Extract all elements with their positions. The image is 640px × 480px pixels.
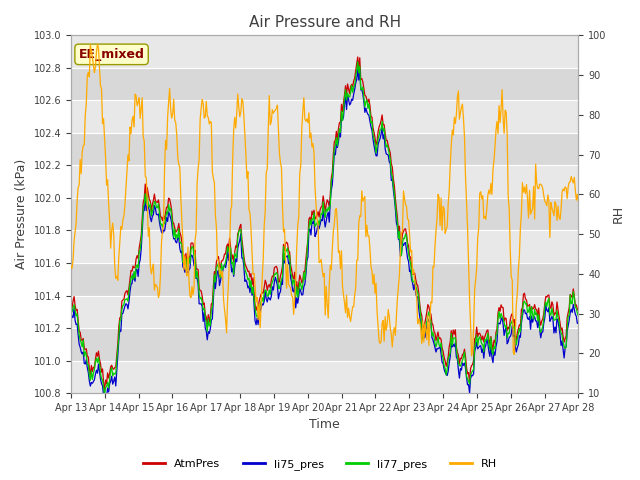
RH [342, 292, 350, 298]
RH [370, 271, 378, 277]
Bar [71, 36, 579, 68]
AtmPres [309, 212, 317, 217]
li77_pres [575, 313, 582, 319]
li75_pres [564, 323, 572, 328]
li77_pres [485, 341, 493, 347]
Y-axis label: Air Pressure (kPa): Air Pressure (kPa) [15, 159, 28, 269]
RH [575, 199, 582, 204]
li77_pres [342, 97, 350, 103]
Bar [71, 328, 579, 360]
AtmPres [67, 307, 75, 312]
li77_pres [312, 222, 320, 228]
Bar [71, 68, 579, 100]
li75_pres [100, 403, 108, 409]
AtmPres [575, 308, 582, 313]
AtmPres [354, 54, 362, 60]
li75_pres [312, 231, 320, 237]
Bar [71, 198, 579, 230]
Bar [71, 230, 579, 263]
Bar [71, 133, 579, 166]
AtmPres [564, 310, 572, 315]
AtmPres [312, 215, 320, 220]
RH [93, 42, 101, 48]
RH [485, 187, 493, 193]
li77_pres [354, 59, 362, 65]
li75_pres [371, 148, 379, 154]
RH [67, 263, 75, 269]
li75_pres [342, 107, 350, 112]
Legend: AtmPres, li75_pres, li77_pres, RH: AtmPres, li75_pres, li77_pres, RH [139, 455, 501, 474]
li77_pres [100, 392, 108, 398]
AtmPres [371, 135, 379, 141]
Bar [71, 100, 579, 133]
li75_pres [309, 221, 317, 227]
RH [312, 202, 320, 208]
AtmPres [342, 92, 350, 98]
li77_pres [309, 217, 317, 223]
RH [309, 141, 317, 146]
li75_pres [354, 66, 362, 72]
Bar [71, 296, 579, 328]
RH [564, 184, 572, 190]
li75_pres [67, 318, 75, 324]
li77_pres [564, 313, 572, 319]
RH [468, 353, 476, 359]
Text: EE_mixed: EE_mixed [79, 48, 145, 61]
AtmPres [485, 336, 493, 342]
X-axis label: Time: Time [309, 419, 340, 432]
li77_pres [371, 141, 379, 146]
Line: li77_pres: li77_pres [71, 62, 579, 395]
Bar [71, 263, 579, 296]
Line: AtmPres: AtmPres [71, 57, 579, 390]
Line: RH: RH [71, 45, 579, 356]
Bar [71, 360, 579, 393]
Line: li75_pres: li75_pres [71, 69, 579, 406]
li75_pres [575, 320, 582, 325]
li77_pres [67, 310, 75, 316]
Bar [71, 166, 579, 198]
Y-axis label: RH: RH [612, 205, 625, 223]
AtmPres [100, 387, 108, 393]
Title: Air Pressure and RH: Air Pressure and RH [248, 15, 401, 30]
li75_pres [485, 348, 493, 354]
